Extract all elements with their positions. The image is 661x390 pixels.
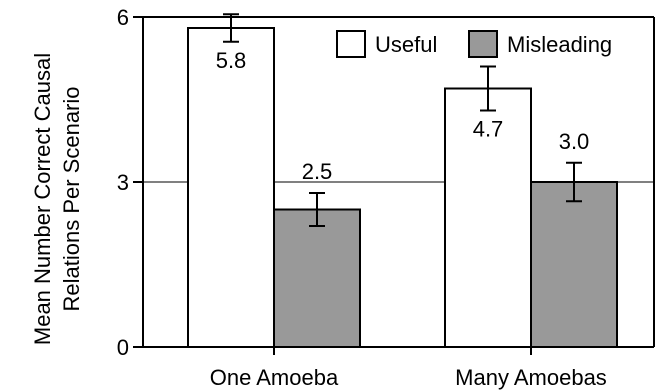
y-tick-label-2: 6 xyxy=(117,5,129,30)
y-axis-title-line-1: Mean Number Correct Causal xyxy=(30,53,55,345)
y-axis-ticks: 0 3 6 xyxy=(117,5,532,360)
value-label-misleading-0: 2.5 xyxy=(302,159,333,184)
bar-misleading-1 xyxy=(530,181,618,348)
bar-value-labels: 5.8 2.5 4.7 3.0 xyxy=(216,48,590,184)
category-label-0: One Amoeba xyxy=(210,365,339,390)
bar-useful-0 xyxy=(187,27,275,348)
value-label-useful-0: 5.8 xyxy=(216,48,247,73)
y-axis-title: Mean Number Correct Causal Relations Per… xyxy=(30,53,84,345)
legend-label-useful: Useful xyxy=(375,32,437,57)
error-bars xyxy=(223,13,582,227)
value-label-misleading-1: 3.0 xyxy=(559,129,590,154)
x-axis-category-labels: One Amoeba Many Amoebas xyxy=(210,365,607,390)
error-bar-misleading-1 xyxy=(566,161,582,203)
bars xyxy=(187,27,618,348)
error-bar-useful-1 xyxy=(480,65,496,112)
error-bar-useful-0 xyxy=(223,13,239,43)
value-label-useful-1: 4.7 xyxy=(473,117,504,142)
legend: Useful Misleading xyxy=(336,30,612,58)
y-tick-label-0: 0 xyxy=(117,335,129,360)
legend-label-misleading: Misleading xyxy=(507,32,612,57)
y-axis-title-line-2: Relations Per Scenario xyxy=(59,86,84,311)
error-bar-misleading-0 xyxy=(309,192,325,227)
category-label-1: Many Amoebas xyxy=(455,365,607,390)
legend-swatch-useful xyxy=(336,30,366,58)
legend-swatch-misleading xyxy=(468,30,498,58)
y-tick-label-1: 3 xyxy=(117,170,129,195)
bar-misleading-0 xyxy=(273,208,361,348)
